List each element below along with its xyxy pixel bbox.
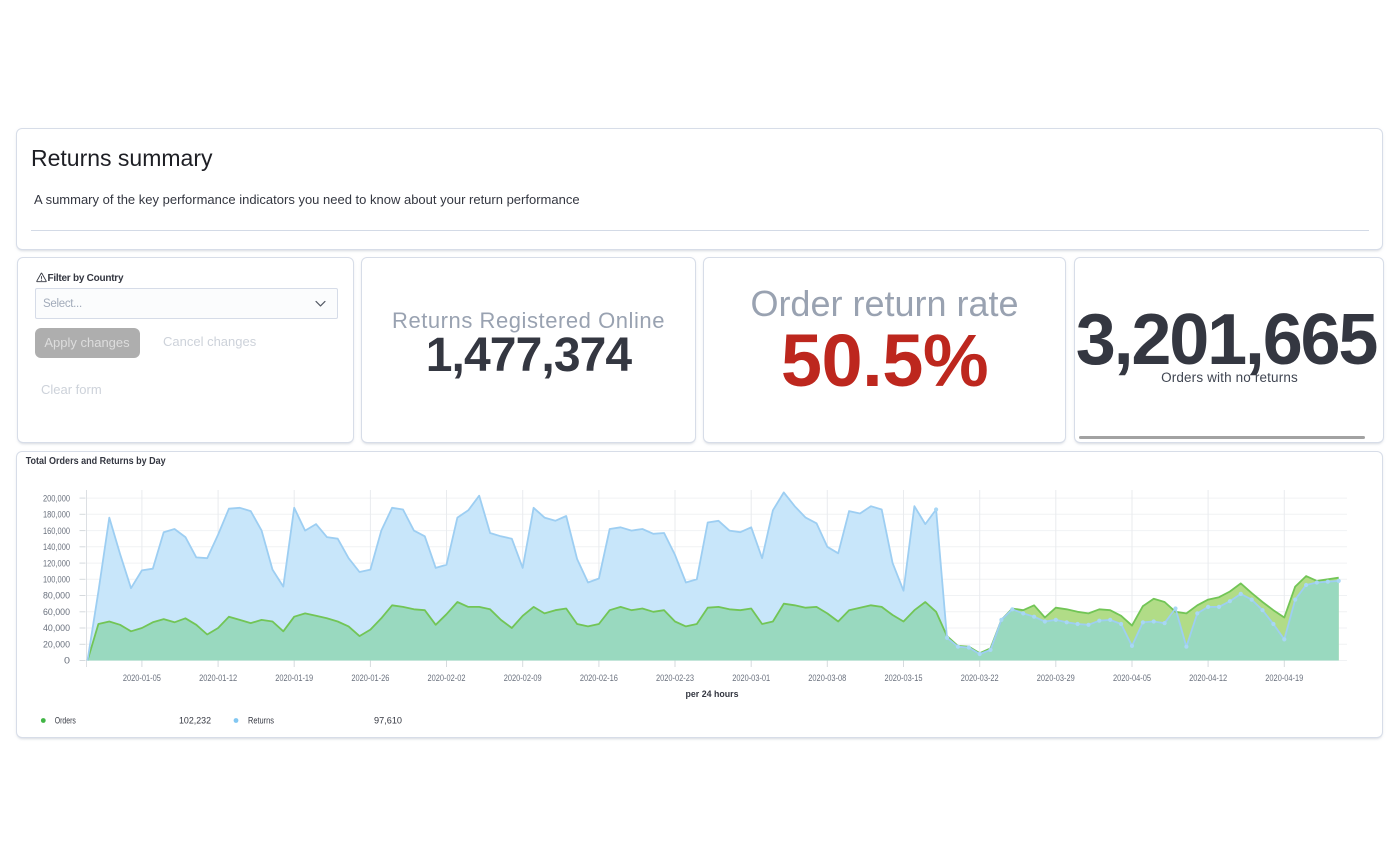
svg-text:180,000: 180,000 — [43, 510, 70, 521]
svg-text:97,610: 97,610 — [374, 716, 402, 727]
svg-text:2020-03-29: 2020-03-29 — [1037, 673, 1075, 684]
svg-text:2020-02-16: 2020-02-16 — [580, 673, 618, 684]
svg-text:140,000: 140,000 — [43, 542, 70, 553]
svg-text:2020-01-05: 2020-01-05 — [123, 673, 161, 684]
svg-text:0: 0 — [64, 656, 70, 667]
svg-text:40,000: 40,000 — [43, 623, 70, 634]
svg-text:2020-01-26: 2020-01-26 — [351, 673, 389, 684]
svg-text:2020-01-19: 2020-01-19 — [275, 673, 313, 684]
svg-text:2020-03-22: 2020-03-22 — [961, 673, 999, 684]
svg-text:102,232: 102,232 — [179, 716, 211, 727]
svg-text:2020-04-12: 2020-04-12 — [1189, 673, 1227, 684]
svg-text:per 24 hours: per 24 hours — [686, 689, 739, 700]
svg-text:2020-03-01: 2020-03-01 — [732, 673, 770, 684]
svg-text:20,000: 20,000 — [43, 640, 70, 651]
svg-text:2020-02-02: 2020-02-02 — [428, 673, 466, 684]
svg-text:2020-03-15: 2020-03-15 — [885, 673, 923, 684]
svg-text:2020-04-19: 2020-04-19 — [1265, 673, 1303, 684]
svg-text:2020-04-05: 2020-04-05 — [1113, 673, 1151, 684]
svg-text:200,000: 200,000 — [43, 493, 70, 504]
svg-text:120,000: 120,000 — [43, 558, 70, 569]
svg-text:80,000: 80,000 — [43, 591, 70, 602]
svg-text:60,000: 60,000 — [43, 607, 70, 618]
svg-text:2020-02-09: 2020-02-09 — [504, 673, 542, 684]
svg-text:160,000: 160,000 — [43, 526, 70, 537]
svg-text:2020-02-23: 2020-02-23 — [656, 673, 694, 684]
svg-text:2020-01-12: 2020-01-12 — [199, 673, 237, 684]
svg-text:Returns: Returns — [248, 716, 274, 727]
svg-text:Orders: Orders — [55, 716, 76, 727]
svg-text:2020-03-08: 2020-03-08 — [808, 673, 846, 684]
svg-text:Total Orders and Returns by Da: Total Orders and Returns by Day — [26, 456, 166, 467]
svg-text:100,000: 100,000 — [43, 575, 70, 586]
